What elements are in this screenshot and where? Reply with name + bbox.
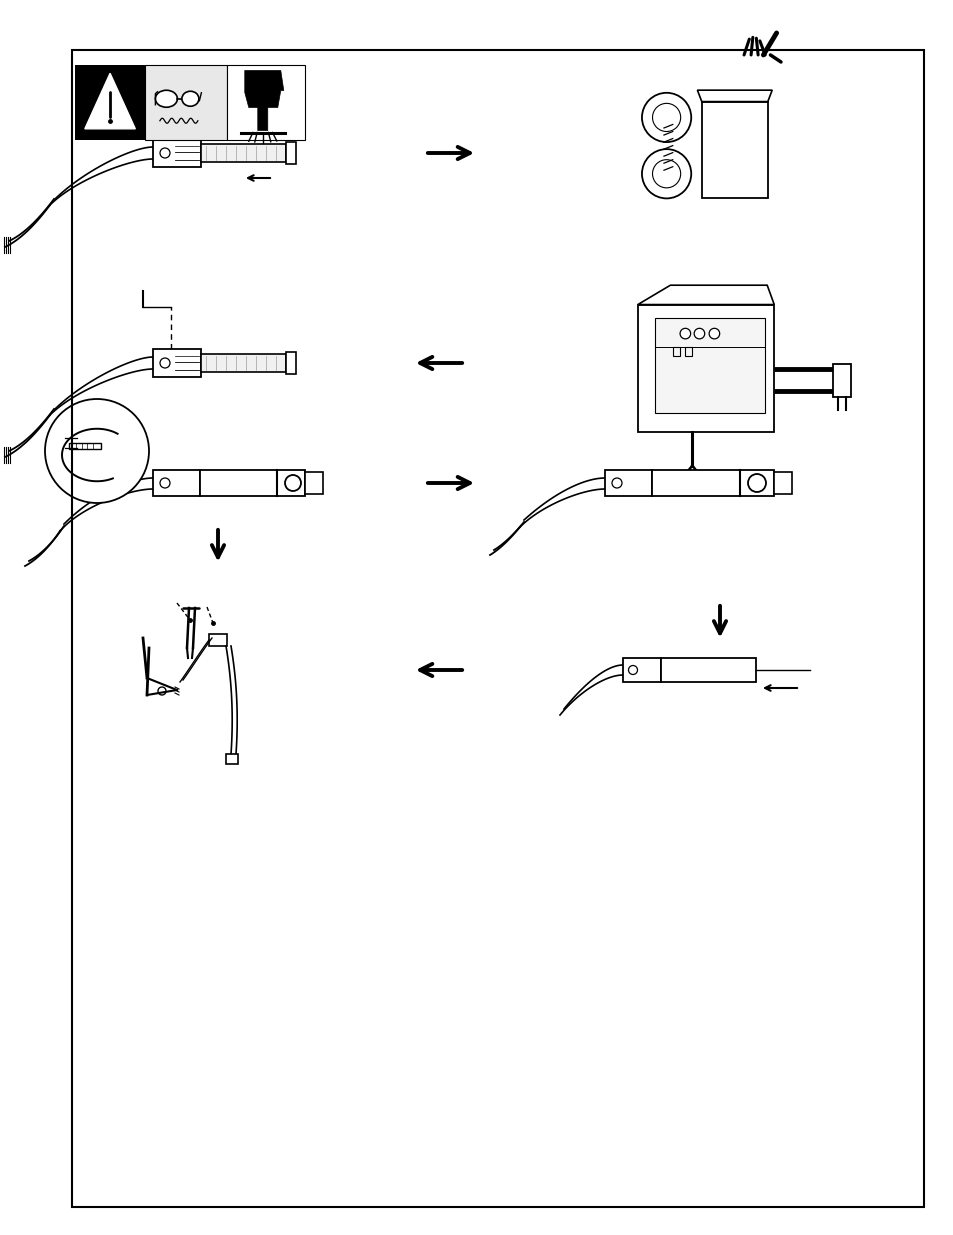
Bar	[201, 144, 286, 162]
Bar	[604, 471, 651, 496]
Polygon shape	[245, 70, 283, 131]
Bar	[152, 140, 201, 167]
Polygon shape	[85, 73, 135, 128]
Bar	[209, 634, 227, 646]
Circle shape	[679, 329, 690, 338]
Bar	[305, 472, 323, 494]
Bar	[773, 472, 791, 494]
Bar	[701, 101, 767, 199]
Polygon shape	[697, 90, 771, 101]
Bar	[286, 142, 295, 164]
Bar	[651, 471, 773, 496]
Bar	[227, 65, 305, 140]
Circle shape	[45, 399, 149, 503]
Bar	[832, 364, 850, 396]
Bar	[152, 350, 201, 377]
Bar	[655, 317, 764, 412]
Bar	[75, 65, 145, 140]
Bar	[286, 352, 295, 374]
Bar	[672, 347, 679, 356]
Bar	[201, 354, 286, 372]
Circle shape	[694, 329, 704, 338]
Bar	[622, 658, 660, 682]
Circle shape	[708, 329, 719, 338]
Polygon shape	[638, 285, 774, 305]
Bar	[200, 471, 305, 496]
Ellipse shape	[182, 91, 198, 106]
Bar	[684, 347, 692, 356]
Bar	[145, 65, 227, 140]
Bar	[71, 49, 923, 1207]
Bar	[69, 443, 101, 448]
Bar	[226, 755, 237, 764]
Bar	[152, 471, 200, 496]
Ellipse shape	[155, 90, 177, 107]
Bar	[638, 305, 774, 432]
Bar	[660, 658, 755, 682]
